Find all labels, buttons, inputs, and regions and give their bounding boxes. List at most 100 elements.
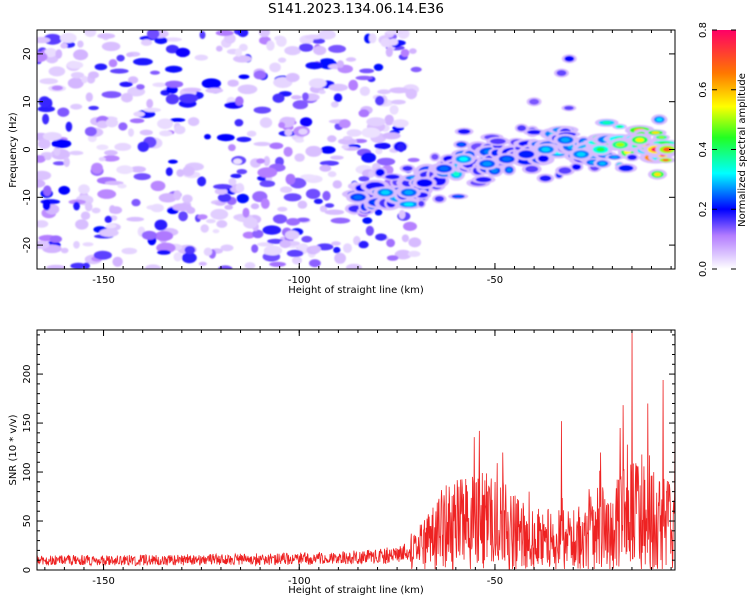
noise-speckle <box>233 158 243 165</box>
noise-speckle <box>305 145 323 157</box>
noise-speckle <box>361 152 376 163</box>
noise-speckle <box>343 243 352 254</box>
noise-speckle <box>93 250 112 260</box>
noise-speckle <box>84 202 93 212</box>
noise-speckle <box>228 178 237 186</box>
noise-speckle <box>91 162 103 174</box>
noise-speckle <box>373 63 384 71</box>
noise-speckle <box>37 179 46 188</box>
noise-speckle <box>320 146 336 154</box>
noise-speckle <box>327 135 337 143</box>
noise-speckle <box>358 176 370 182</box>
noise-speckle <box>409 48 417 54</box>
ridge-blob-core <box>654 172 661 177</box>
noise-speckle <box>283 193 302 202</box>
ridge-point-core <box>615 142 625 147</box>
noise-speckle <box>301 235 313 243</box>
ridge-blob <box>571 163 582 170</box>
noise-speckle <box>96 120 109 129</box>
ridge-blob-core <box>458 143 465 146</box>
noise-speckle <box>116 54 125 62</box>
noise-speckle <box>131 198 141 207</box>
noise-speckle <box>203 247 213 256</box>
noise-speckle <box>250 203 260 210</box>
noise-speckle <box>38 138 51 149</box>
noise-speckle <box>405 88 417 100</box>
noise-speckle <box>44 47 57 58</box>
noise-speckle <box>269 62 281 73</box>
noise-speckle <box>236 136 252 143</box>
noise-speckle <box>403 221 417 231</box>
noise-speckle <box>407 250 421 257</box>
noise-speckle <box>375 233 387 241</box>
upper-branch-blob <box>529 98 540 105</box>
noise-speckle <box>227 79 239 87</box>
noise-speckle <box>341 144 350 150</box>
noise-speckle <box>88 71 99 79</box>
noise-speckle <box>181 252 197 264</box>
noise-speckle <box>283 146 293 157</box>
noise-speckle <box>333 246 341 254</box>
noise-speckle <box>154 36 168 45</box>
noise-speckle <box>146 30 160 40</box>
ridge-point-core <box>353 195 363 200</box>
ridge-point-core <box>561 137 570 143</box>
noise-speckle <box>154 219 168 231</box>
heatmap-x-tick-label: -100 <box>288 275 311 286</box>
noise-speckle <box>279 239 291 249</box>
noise-speckle <box>375 95 385 106</box>
noise-speckle <box>262 225 282 235</box>
noise-speckle <box>223 33 236 44</box>
ridge-blob-core <box>658 136 665 139</box>
noise-speckle <box>244 262 256 269</box>
noise-speckle <box>336 60 344 68</box>
noise-speckle <box>140 39 153 46</box>
heatmap-x-axis-label: Height of straight line (km) <box>288 285 424 296</box>
noise-speckle <box>94 63 108 71</box>
heatmap-y-tick-label: 20 <box>22 48 33 61</box>
noise-speckle <box>386 238 395 248</box>
noise-speckle <box>304 34 323 40</box>
noise-speckle <box>182 165 195 177</box>
noise-speckle <box>165 44 179 54</box>
noise-speckle <box>118 122 128 131</box>
noise-speckle <box>158 193 177 203</box>
noise-speckle <box>368 33 377 44</box>
noise-speckle <box>136 84 145 90</box>
noise-speckle <box>37 220 49 228</box>
noise-speckle <box>294 153 305 162</box>
noise-speckle <box>200 224 209 233</box>
noise-speckle <box>297 200 308 209</box>
ridge-blob <box>525 165 539 173</box>
noise-speckle <box>358 109 370 118</box>
ridge-blob <box>385 174 400 180</box>
noise-speckle <box>215 30 234 36</box>
noise-speckle <box>218 265 233 269</box>
noise-speckle <box>84 30 97 38</box>
noise-speckle <box>309 259 321 268</box>
heatmap-blobs <box>37 30 675 269</box>
heatmap-x-tick-label: -150 <box>92 275 115 286</box>
noise-speckle <box>197 176 207 187</box>
noise-speckle <box>234 48 243 57</box>
noise-speckle <box>305 188 321 199</box>
noise-speckle <box>139 129 153 136</box>
noise-speckle <box>319 160 339 166</box>
noise-speckle <box>272 93 285 103</box>
noise-speckle <box>377 89 391 95</box>
noise-speckle <box>374 142 391 150</box>
noise-speckle <box>42 132 62 141</box>
noise-speckle <box>197 214 208 220</box>
noise-speckle <box>104 150 118 156</box>
snr-y-tick-label: 100 <box>22 462 33 481</box>
noise-speckle <box>233 55 252 63</box>
noise-speckle <box>253 70 267 80</box>
noise-speckle <box>206 219 216 224</box>
noise-speckle <box>384 114 394 126</box>
noise-speckle <box>389 87 409 94</box>
noise-speckle <box>98 157 106 162</box>
noise-speckle <box>236 217 256 223</box>
noise-speckle <box>299 43 314 52</box>
upper-branch-blob <box>564 55 575 62</box>
